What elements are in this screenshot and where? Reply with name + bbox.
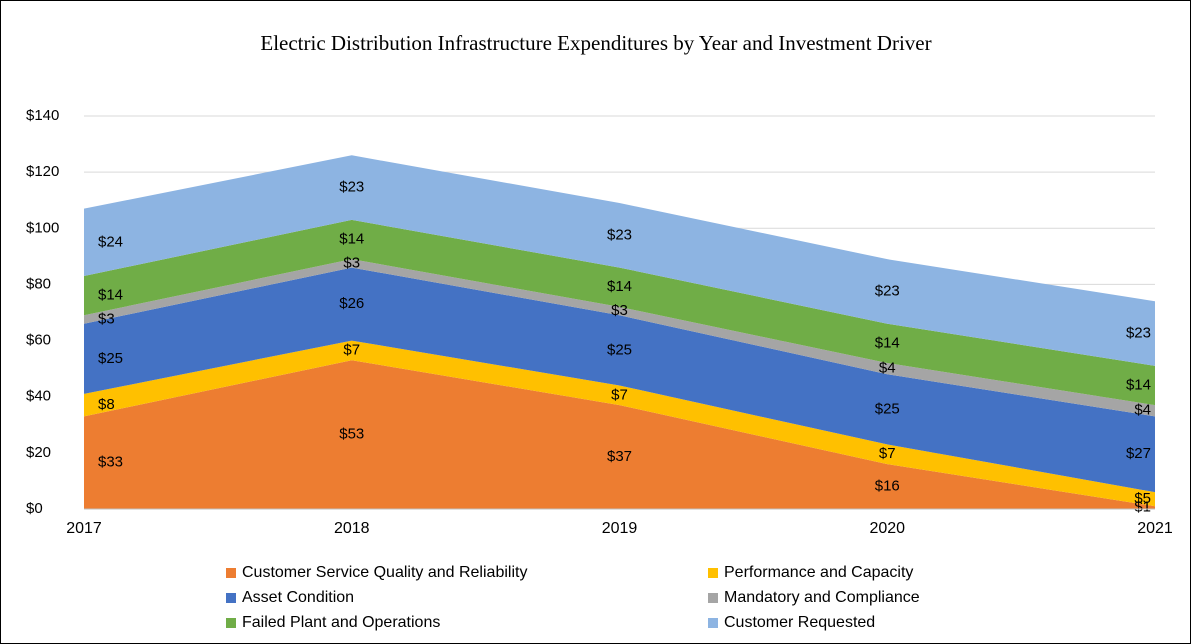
legend-swatch: [226, 593, 236, 603]
data-label: $16: [875, 478, 900, 495]
data-label: $27: [1126, 445, 1151, 462]
x-tick-label: 2017: [66, 520, 102, 537]
data-label: $26: [339, 295, 364, 312]
data-label: $5: [1134, 490, 1151, 507]
data-label: $3: [611, 302, 628, 319]
data-label: $25: [875, 400, 900, 417]
data-label: $3: [98, 310, 115, 327]
data-label: $23: [339, 179, 364, 196]
legend-label: Failed Plant and Operations: [242, 614, 440, 631]
legend-label: Mandatory and Compliance: [724, 589, 920, 606]
area: [84, 219, 1155, 406]
data-label: $7: [343, 341, 360, 358]
y-tick-label: $140: [26, 107, 59, 124]
x-tick-label: 2021: [1137, 520, 1173, 537]
legend-label: Performance and Capacity: [724, 564, 913, 581]
data-label: $25: [607, 341, 632, 358]
data-label: $7: [879, 445, 896, 462]
legend-swatch: [708, 568, 718, 578]
y-tick-label: $120: [26, 163, 59, 180]
data-label: $53: [339, 426, 364, 443]
area: [84, 155, 1155, 366]
legend-swatch: [226, 568, 236, 578]
legend-label: Asset Condition: [242, 589, 354, 606]
y-tick-label: $80: [26, 275, 51, 292]
data-label: $24: [98, 233, 123, 250]
data-label: $3: [343, 254, 360, 271]
chart-title: Electric Distribution Infrastructure Exp…: [260, 31, 931, 55]
data-label: $33: [98, 454, 123, 471]
legend-label: Customer Service Quality and Reliability: [242, 564, 527, 581]
area: [84, 267, 1155, 493]
data-label: $8: [98, 396, 115, 413]
data-label: $23: [875, 282, 900, 299]
x-tick-label: 2018: [334, 520, 370, 537]
data-label: $23: [1126, 325, 1151, 342]
legend-label: Customer Requested: [724, 614, 875, 631]
data-label: $4: [1134, 402, 1151, 419]
legend-swatch: [226, 618, 236, 628]
data-label: $14: [98, 287, 123, 304]
area: [84, 360, 1155, 509]
x-tick-label: 2020: [869, 520, 905, 537]
x-tick-label: 2019: [602, 520, 638, 537]
data-label: $25: [98, 350, 123, 367]
data-label: $14: [875, 334, 900, 351]
data-label: $14: [607, 278, 632, 295]
y-tick-label: $60: [26, 332, 51, 349]
data-label: $7: [611, 386, 628, 403]
legend-swatch: [708, 593, 718, 603]
data-label: $14: [1126, 376, 1151, 393]
y-tick-label: $40: [26, 388, 51, 405]
data-label: $23: [607, 226, 632, 243]
y-tick-label: $0: [26, 500, 43, 517]
y-tick-label: $100: [26, 219, 59, 236]
data-label: $37: [607, 448, 632, 465]
data-label: $4: [879, 360, 896, 377]
data-label: $14: [339, 230, 364, 247]
legend-swatch: [708, 618, 718, 628]
y-tick-label: $20: [26, 444, 51, 461]
data-label: $1: [1134, 499, 1151, 516]
